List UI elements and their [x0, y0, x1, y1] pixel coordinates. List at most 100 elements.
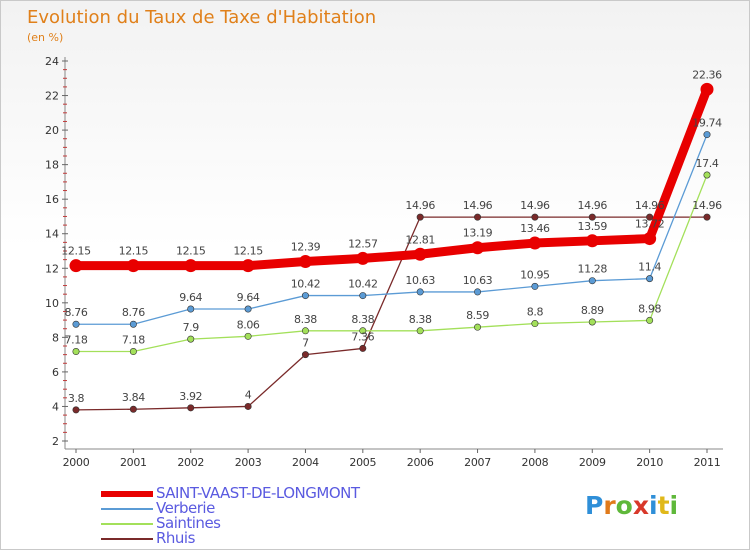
data-point	[129, 320, 137, 328]
data-point	[301, 351, 309, 359]
logo-letter: i	[649, 491, 658, 520]
data-point	[531, 282, 539, 290]
legend-swatch	[101, 538, 153, 540]
legend-label: Rhuis	[156, 529, 195, 547]
data-label: 13.46	[520, 222, 550, 235]
data-point	[703, 171, 711, 179]
data-label: 14.96	[520, 199, 550, 212]
chart-title: Evolution du Taux de Taxe d'Habitation	[27, 7, 377, 28]
data-label: 22.36	[692, 68, 722, 81]
data-point	[703, 213, 711, 221]
data-point	[359, 344, 367, 352]
data-label: 12.15	[61, 245, 91, 258]
x-tick-label: 2011	[694, 456, 721, 469]
logo-letter: t	[657, 491, 670, 520]
data-point	[646, 213, 654, 221]
data-point	[588, 318, 596, 326]
x-tick-label: 2009	[579, 456, 606, 469]
data-label: 4	[245, 388, 252, 401]
x-tick-label: 2004	[292, 456, 319, 469]
legend-label: SAINT-VAAST-DE-LONGMONT	[156, 484, 360, 502]
data-point	[700, 82, 714, 96]
data-point	[301, 292, 309, 300]
data-point	[72, 348, 80, 356]
data-label: 3.84	[122, 391, 145, 404]
data-point	[474, 323, 482, 331]
series-line-saintines	[75, 174, 708, 353]
x-tick-label: 2001	[120, 456, 147, 469]
data-label: 12.15	[233, 245, 263, 258]
data-point	[356, 251, 370, 265]
data-point	[244, 332, 252, 340]
data-label: 8.76	[122, 306, 145, 319]
data-point	[585, 234, 599, 248]
data-point	[187, 404, 195, 412]
legend-label: Verberie	[156, 499, 215, 517]
y-tick-label: 8	[52, 331, 59, 344]
data-point	[588, 277, 596, 285]
y-tick-label: 14	[45, 228, 59, 241]
logo-letter: P	[585, 491, 604, 520]
x-tick-label: 2006	[407, 456, 434, 469]
data-point	[471, 241, 485, 255]
data-label: 10.95	[520, 268, 550, 281]
y-tick-label: 4	[52, 400, 59, 413]
data-point	[72, 406, 80, 414]
data-point	[474, 288, 482, 296]
data-label: 12.81	[405, 233, 435, 246]
data-label: 8.06	[237, 318, 260, 331]
y-tick-label: 2	[52, 435, 59, 448]
data-point	[359, 327, 367, 335]
data-label: 14.96	[692, 199, 722, 212]
data-point	[187, 335, 195, 343]
data-point	[129, 405, 137, 413]
data-label: 3.8	[68, 392, 85, 405]
data-label: 13.72	[635, 218, 665, 231]
y-tick-label: 6	[52, 366, 59, 379]
data-label: 10.63	[463, 274, 493, 287]
data-label: 3.92	[179, 390, 202, 403]
data-point	[244, 402, 252, 410]
data-label: 8.89	[581, 304, 604, 317]
data-label: 12.39	[291, 241, 321, 254]
data-label: 7.18	[65, 334, 88, 347]
data-label: 10.42	[291, 278, 321, 291]
data-label: 17.4	[696, 157, 719, 170]
data-point	[184, 259, 198, 273]
data-point	[646, 316, 654, 324]
data-point	[416, 213, 424, 221]
data-point	[244, 305, 252, 313]
data-label: 7.36	[351, 330, 374, 343]
series-line-saint-vaast-de-longmont	[71, 84, 712, 271]
data-point	[241, 259, 255, 273]
y-tick-label: 18	[45, 159, 59, 172]
data-point	[126, 259, 140, 273]
data-point	[416, 327, 424, 335]
data-point	[703, 131, 711, 139]
data-point	[531, 320, 539, 328]
legend-swatch	[101, 523, 153, 525]
logo-letter: i	[669, 491, 679, 520]
data-label: 8.38	[409, 313, 432, 326]
data-point	[72, 320, 80, 328]
data-point	[474, 213, 482, 221]
data-point	[413, 247, 427, 261]
data-label: 8.76	[65, 306, 88, 319]
x-tick-label: 2002	[177, 456, 204, 469]
series-line-rhuis	[75, 216, 708, 411]
logo-letter: o	[615, 491, 633, 520]
y-tick-label: 16	[45, 193, 59, 206]
data-label: 14.96	[405, 199, 435, 212]
data-label: 12.57	[348, 237, 378, 250]
legend-swatch	[101, 508, 153, 510]
x-tick-label: 2007	[464, 456, 491, 469]
data-point	[359, 292, 367, 300]
data-point	[588, 213, 596, 221]
x-tick-label: 2008	[522, 456, 549, 469]
data-label: 7.9	[183, 321, 200, 334]
data-point	[416, 288, 424, 296]
data-point	[129, 348, 137, 356]
logo-letter: x	[632, 491, 649, 520]
data-point	[298, 255, 312, 269]
data-label: 12.15	[119, 245, 149, 258]
